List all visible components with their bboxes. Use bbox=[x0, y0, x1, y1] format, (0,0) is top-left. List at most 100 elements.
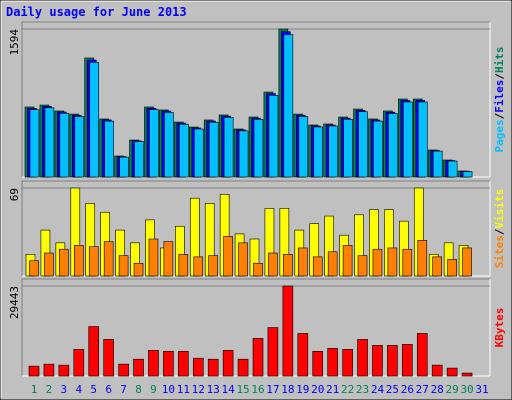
bar bbox=[447, 160, 458, 178]
bar bbox=[163, 241, 174, 277]
x-tick-label: 12 bbox=[192, 383, 205, 396]
bar bbox=[58, 364, 70, 377]
x-tick-label: 4 bbox=[75, 383, 82, 396]
bar bbox=[59, 248, 69, 277]
bar bbox=[402, 248, 413, 277]
bar bbox=[282, 285, 294, 377]
bar bbox=[133, 262, 144, 277]
bar bbox=[432, 256, 443, 277]
bar bbox=[208, 121, 219, 178]
x-tick-label: 30 bbox=[460, 383, 473, 396]
legend-separator: / bbox=[493, 112, 506, 119]
x-tick-label: 27 bbox=[416, 383, 429, 396]
y-tick-label: 29443 bbox=[8, 286, 21, 319]
bar bbox=[431, 364, 443, 377]
bar bbox=[222, 349, 234, 377]
bar bbox=[373, 120, 383, 178]
legend-entry: Visits bbox=[493, 189, 506, 229]
bar bbox=[357, 339, 368, 377]
x-tick-label: 18 bbox=[281, 383, 294, 396]
legend-entry: Files bbox=[493, 80, 506, 113]
x-tick-label: 5 bbox=[90, 383, 97, 396]
bar bbox=[387, 247, 398, 277]
bar bbox=[358, 111, 368, 178]
bar bbox=[327, 348, 338, 377]
bar bbox=[328, 125, 338, 178]
bar bbox=[73, 348, 85, 377]
bar bbox=[253, 262, 263, 277]
bar bbox=[327, 251, 338, 277]
bar bbox=[402, 344, 413, 377]
bar bbox=[179, 123, 189, 178]
x-tick-label: 10 bbox=[162, 383, 175, 396]
bar bbox=[432, 150, 443, 178]
bar bbox=[298, 116, 309, 178]
bar bbox=[462, 171, 473, 178]
bar bbox=[149, 109, 159, 178]
x-tick-label: 2 bbox=[46, 383, 53, 396]
bar bbox=[89, 62, 100, 178]
x-tick-label: 25 bbox=[386, 383, 399, 396]
bar bbox=[267, 327, 279, 377]
bar bbox=[119, 156, 129, 178]
legend-entry: Sites bbox=[493, 235, 506, 268]
x-tick-label: 3 bbox=[61, 383, 68, 396]
legend-separator: / bbox=[493, 73, 506, 80]
bar bbox=[238, 130, 249, 178]
chart-title: Daily usage for June 2013 bbox=[6, 5, 187, 19]
bar bbox=[447, 259, 457, 277]
bar bbox=[342, 245, 353, 277]
x-tick-label: 7 bbox=[120, 383, 127, 396]
bar bbox=[148, 238, 159, 277]
x-tick-label: 23 bbox=[356, 383, 369, 396]
bar bbox=[388, 113, 398, 178]
bar bbox=[118, 255, 129, 277]
bar bbox=[268, 252, 278, 277]
bar bbox=[223, 117, 234, 178]
legend-entry: KBytes bbox=[493, 308, 506, 348]
bar bbox=[44, 107, 55, 178]
bar bbox=[372, 248, 383, 277]
x-tick-label: 6 bbox=[105, 383, 112, 396]
bar bbox=[446, 367, 458, 377]
x-tick-label: 22 bbox=[341, 383, 354, 396]
x-tick-label: 13 bbox=[207, 383, 220, 396]
bar bbox=[253, 119, 264, 178]
bar bbox=[297, 333, 309, 377]
bar bbox=[238, 242, 248, 277]
bar bbox=[44, 252, 54, 277]
x-tick-label: 14 bbox=[222, 383, 236, 396]
x-tick-label: 19 bbox=[296, 383, 309, 396]
bar bbox=[74, 116, 85, 178]
x-tick-label: 29 bbox=[446, 383, 459, 396]
bar bbox=[312, 350, 324, 377]
bar bbox=[28, 365, 40, 377]
bar bbox=[297, 247, 308, 277]
bar bbox=[43, 363, 55, 377]
bar bbox=[163, 350, 174, 377]
bar bbox=[29, 109, 40, 178]
legend-entry: Pages bbox=[493, 119, 506, 152]
bar bbox=[403, 101, 413, 178]
x-tick-label: 15 bbox=[236, 383, 249, 396]
bar bbox=[29, 260, 39, 277]
bar bbox=[357, 255, 368, 277]
bar bbox=[283, 254, 293, 277]
bar bbox=[134, 141, 144, 178]
bar bbox=[343, 119, 353, 178]
bar bbox=[252, 338, 264, 377]
legend-separator: / bbox=[493, 228, 506, 235]
bar bbox=[268, 94, 279, 178]
bar bbox=[313, 126, 324, 178]
bar bbox=[312, 256, 323, 277]
x-tick-label: 20 bbox=[311, 383, 324, 396]
bar bbox=[372, 345, 383, 377]
bar bbox=[193, 256, 204, 277]
bar bbox=[74, 245, 84, 277]
x-tick-label: 24 bbox=[371, 383, 385, 396]
bar bbox=[208, 255, 218, 277]
bar bbox=[237, 358, 249, 377]
x-tick-label: 17 bbox=[266, 383, 279, 396]
x-tick-label: 1 bbox=[31, 383, 38, 396]
